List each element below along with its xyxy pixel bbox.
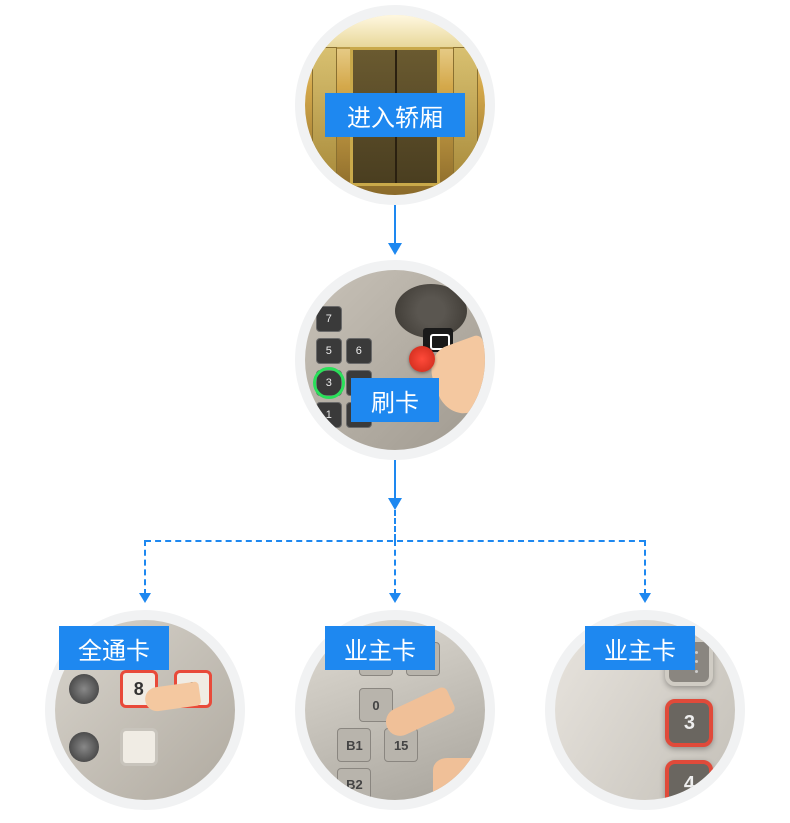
arrow-head-icon [639, 593, 651, 603]
node-label-swipe-card: 刷卡 [351, 378, 439, 422]
panel-button: 6 [346, 338, 372, 364]
branch-to-n3 [144, 540, 146, 595]
label-text: 刷卡 [371, 383, 419, 418]
label-text: 全通卡 [78, 631, 150, 666]
arrow-1-to-2 [394, 205, 396, 245]
panel-button: 7 [316, 306, 342, 332]
label-text: 业主卡 [604, 631, 676, 666]
floor-button [120, 728, 158, 766]
branch-to-n4 [394, 540, 396, 595]
floor-button: B1 [337, 728, 371, 762]
panel-button: 3 [316, 370, 342, 396]
node-label-owner-card-2: 业主卡 [585, 626, 695, 670]
panel-button: 5 [316, 338, 342, 364]
floor-button: 3 [665, 699, 713, 747]
label-text: 业主卡 [344, 631, 416, 666]
keyfob-icon [409, 346, 435, 372]
keyhole-icon [69, 732, 99, 762]
label-text: 进入轿厢 [347, 98, 443, 133]
node-label-enter-cabin: 进入轿厢 [325, 93, 465, 137]
panel-button: 1 [316, 402, 342, 428]
arrow-head-icon [389, 593, 401, 603]
branch-stub [394, 510, 396, 540]
floor-button: B2 [337, 768, 371, 800]
branch-to-n5 [644, 540, 646, 595]
node-label-owner-card-1: 业主卡 [325, 626, 435, 670]
arrow-head-icon [139, 593, 151, 603]
arrow-head-icon [388, 243, 402, 255]
floor-button: 4 [665, 760, 713, 800]
node-label-master-card: 全通卡 [59, 626, 169, 670]
arrow-head-icon [388, 498, 402, 510]
arrow-2-to-split [394, 460, 396, 500]
hand-icon [433, 758, 485, 800]
flow-node-swipe-card: 7 5 6 3 4 1 2 [295, 260, 495, 460]
card-swipe-image: 7 5 6 3 4 1 2 [305, 270, 485, 450]
keyhole-icon [69, 674, 99, 704]
